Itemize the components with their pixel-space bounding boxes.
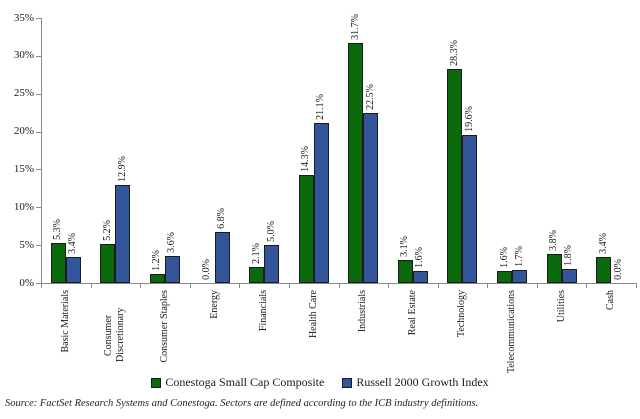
category-label: Health Care [307,290,319,339]
bar-composite-8 [447,69,463,283]
legend-swatch-index [342,377,353,388]
bar-value-label: 12.9% [116,156,128,182]
y-tick [36,245,41,247]
legend-item-index: Russell 2000 Growth Index [342,375,489,390]
y-tick-label: 30% [13,49,34,62]
bar-index-1 [115,185,131,283]
bar-composite-1 [100,244,116,283]
y-tick-label: 35% [13,11,34,24]
legend-swatch-composite [151,377,162,388]
y-tick [36,283,41,284]
bar-value-label: 3.8% [548,230,560,251]
x-tick [536,284,538,288]
category-label: Financials [258,290,270,332]
legend-label-index: Russell 2000 Growth Index [356,375,489,389]
plot-area [41,18,637,284]
bar-value-label: 31.7% [349,14,361,40]
bar-value-label: 0.0% [612,259,624,280]
bar-composite-4 [249,267,265,283]
bar-composite-9 [497,271,513,283]
legend-item-composite: Conestoga Small Cap Composite [151,375,324,390]
x-tick [140,284,142,288]
bar-value-label: 3.4% [67,233,79,254]
bar-value-label: 5.3% [52,219,64,240]
bar-value-label: 3.1% [399,236,411,257]
bar-value-label: 2.1% [250,243,262,264]
bar-composite-2 [149,274,165,283]
legend-label-composite: Conestoga Small Cap Composite [165,375,325,389]
bar-index-7 [412,271,428,283]
category-label: Utilities [555,290,567,323]
bar-index-6 [363,113,379,283]
category-label: Consumer Discretionary [103,307,127,363]
category-label: Telecommunications [506,290,518,374]
bar-composite-11 [596,257,612,283]
y-tick [36,131,41,133]
x-tick [288,284,290,288]
bar-composite-0 [50,243,66,283]
bar-index-9 [512,270,528,283]
x-tick [90,284,92,288]
bar-value-label: 1.7% [513,246,525,267]
bar-value-label: 1.6% [498,247,510,268]
category-label: Consumer Staples [158,290,170,363]
bar-value-label: 5.2% [101,220,113,241]
bar-index-3 [214,232,230,283]
bar-value-label: 28.3% [448,40,460,66]
bar-composite-5 [298,175,314,283]
bar-index-0 [65,257,81,283]
bar-value-label: 5.0% [265,221,277,242]
category-label: Energy [208,290,220,319]
y-tick-label: 25% [13,87,34,100]
bar-value-label: 1.6% [414,247,426,268]
category-label: Industrials [357,290,369,333]
y-tick [36,93,41,95]
y-tick [36,18,41,19]
bar-index-4 [264,245,280,283]
bar-value-label: 21.1% [315,94,327,120]
y-tick-label: 0% [19,276,34,289]
y-tick-label: 15% [13,162,34,175]
x-tick [388,284,390,288]
x-tick [586,284,588,288]
bar-value-label: 6.8% [216,208,228,229]
bar-value-label: 22.5% [364,84,376,110]
bar-index-8 [462,135,478,283]
bar-index-2 [164,256,180,283]
legend: Conestoga Small Cap Composite Russell 20… [0,375,640,390]
bar-index-10 [561,269,577,283]
bar-composite-10 [546,254,562,283]
bar-value-label: 19.6% [463,106,475,132]
x-tick [239,284,241,288]
x-tick [437,284,439,288]
x-tick [636,284,637,288]
y-tick [36,169,41,171]
bar-value-label: 14.3% [300,146,312,172]
x-tick [487,284,489,288]
x-tick [41,284,42,288]
bar-composite-6 [348,43,364,283]
bar-value-label: 3.4% [597,233,609,254]
bar-value-label: 3.6% [166,232,178,253]
category-label: Cash [605,290,617,310]
bar-value-label: 0.0% [201,259,213,280]
y-tick-label: 5% [19,238,34,251]
bar-value-label: 1.8% [563,245,575,266]
bar-index-5 [313,123,329,283]
y-tick-label: 20% [13,125,34,138]
category-label: Real Estate [406,290,418,336]
category-label: Basic Materials [59,290,71,353]
x-tick [189,284,191,288]
bar-composite-7 [397,260,413,283]
bar-value-label: 1.2% [151,250,163,271]
y-tick [36,55,41,57]
category-label: Technology [456,290,468,338]
y-tick [36,207,41,209]
source-note: Source: FactSet Research Systems and Con… [5,398,479,409]
x-tick [338,284,340,288]
y-tick-label: 10% [13,200,34,213]
